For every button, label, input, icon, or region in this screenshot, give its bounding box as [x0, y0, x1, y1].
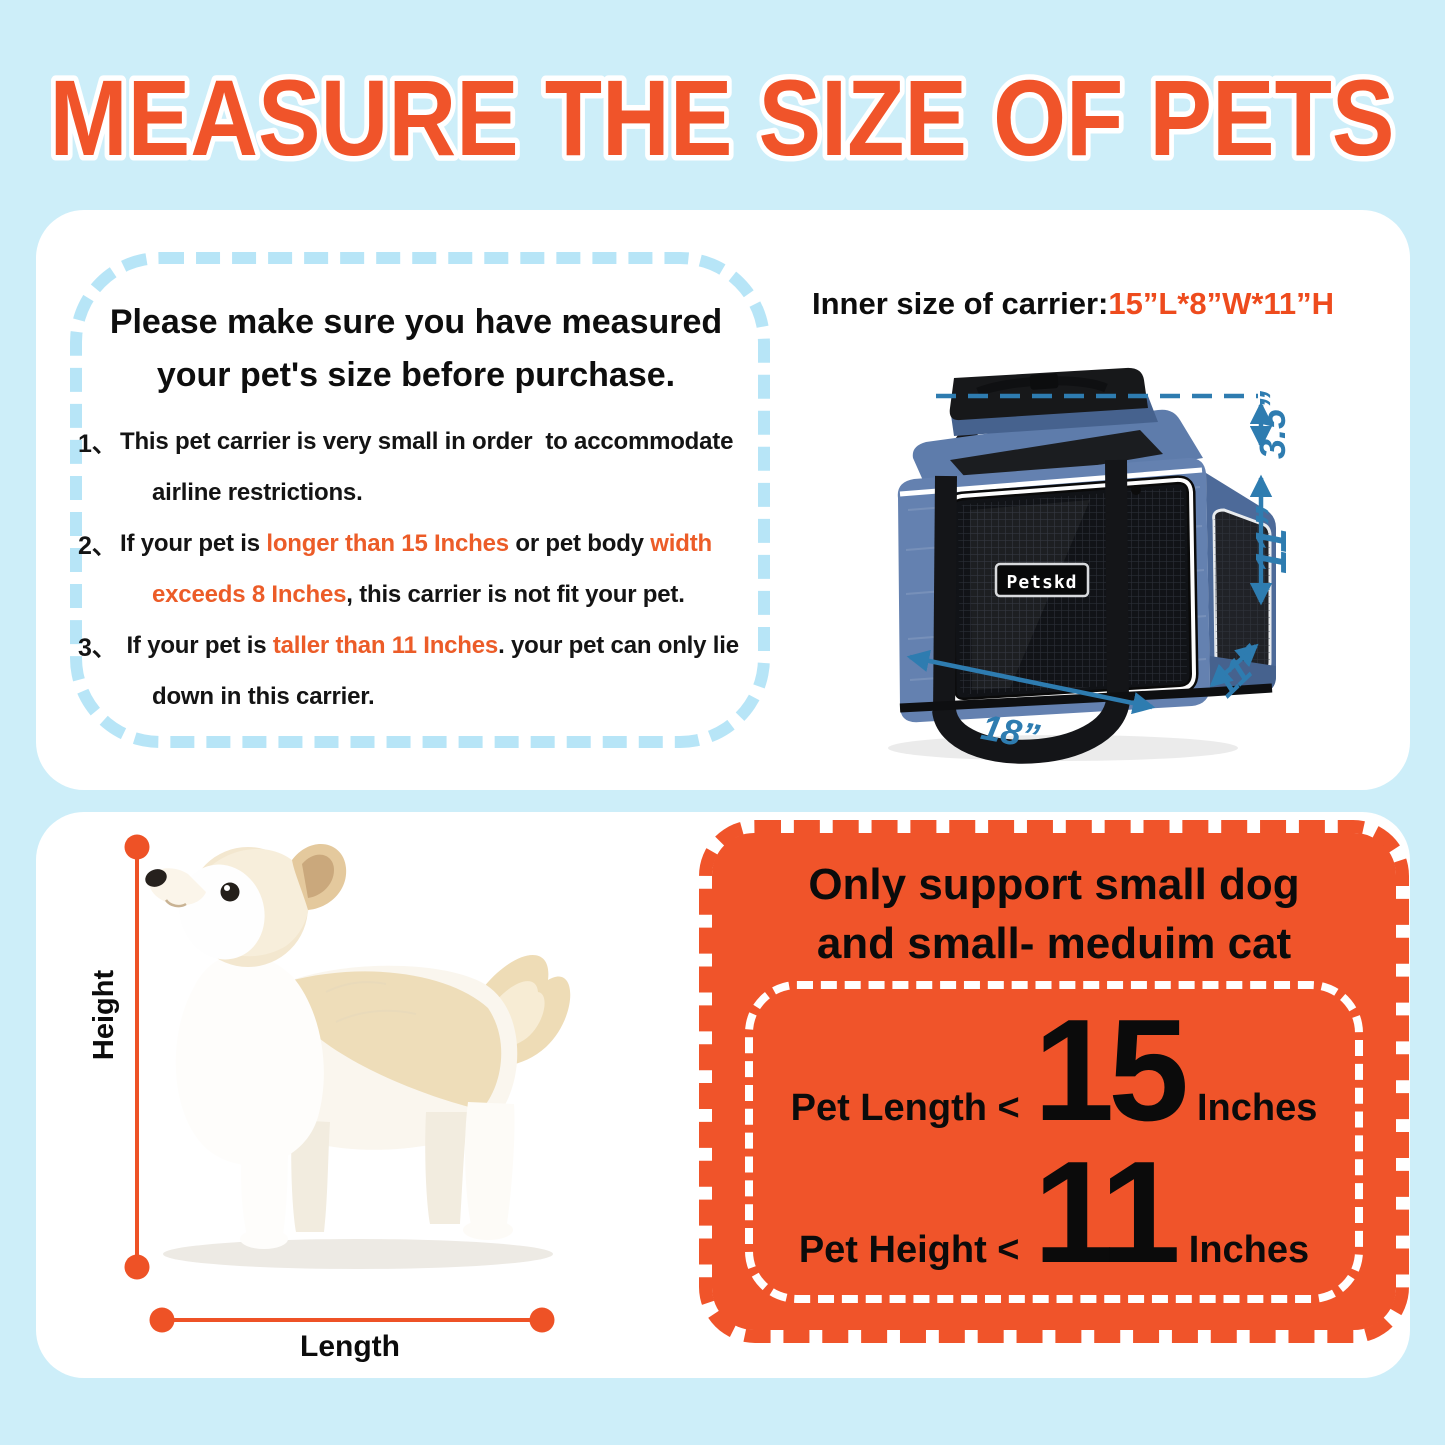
logo-patch [994, 562, 1090, 598]
length-measure-line [149, 1307, 555, 1333]
pet-length-label: Pet Length < [790, 1087, 1020, 1130]
height-measure-line [124, 834, 150, 1280]
inner-size-label: Inner size of carrier: [812, 286, 1109, 321]
list-text-highlight: width [650, 529, 712, 557]
pet-size-panel: Height Length Only support small dog and … [36, 812, 1410, 1378]
support-heading-line2: and small- meduim cat [816, 919, 1292, 968]
list-text: down in this carrier. [152, 682, 375, 710]
notice-dashed-border [70, 252, 770, 748]
list-number: 3、 [78, 633, 117, 662]
height-axis-label: Height [88, 969, 120, 1061]
length-axis-label: Length [300, 1330, 400, 1363]
pet-height-label: Pet Height < [798, 1228, 1020, 1271]
notice-heading-line1: Please make sure you have measured [109, 303, 723, 341]
list-text-highlight: longer than 15 Inches [266, 529, 509, 557]
list-text: If your pet is [120, 529, 267, 557]
list-text: . your pet can only lie [498, 631, 739, 659]
pet-height-value: 11 [1033, 1130, 1180, 1293]
support-info-box: Only support small dog and small- meduim … [699, 820, 1409, 1343]
notice-list: 1、 This pet carrier is very small in orde… [78, 416, 778, 722]
dog-illustration [145, 844, 571, 1269]
dimension-arrow-length [906, 649, 1156, 715]
list-item: 2、 If your pet is longer than 15 Inches o… [78, 518, 778, 569]
list-item-continuation: exceeds 8 Inches, this carrier is not fi… [78, 569, 778, 620]
list-number: 2、 [78, 531, 117, 560]
list-text: or pet body [508, 529, 651, 557]
list-text: airline restrictions. [152, 478, 363, 506]
pet-length-value: 15 [1033, 989, 1189, 1152]
list-text: This pet carrier is very small in order … [120, 427, 734, 455]
measure-notice-panel: Please make sure you have measured your p… [36, 210, 1410, 790]
support-limits-box: Pet Length < 15 Inches Pet Height < 11 I… [745, 981, 1363, 1303]
list-text: , this carrier is not fit your pet. [346, 580, 685, 608]
list-item: 3、 If your pet is taller than 11 Inches.… [78, 620, 778, 671]
list-item-continuation: down in this carrier. [78, 671, 778, 722]
dimension-label-height: 11” [1247, 506, 1296, 574]
list-text-highlight: taller than 11 Inches [272, 631, 499, 659]
dimension-label-3-5: 3.5” [1252, 391, 1293, 459]
pet-height-limit-row: Pet Height < 11 Inches [753, 1130, 1355, 1293]
pet-height-unit: Inches [1188, 1228, 1310, 1271]
dimension-arrow-depth [1209, 643, 1259, 688]
list-item: 1、 This pet carrier is very small in orde… [78, 416, 778, 467]
support-heading-line1: Only support small dog [808, 860, 1300, 909]
pet-length-unit: Inches [1196, 1087, 1318, 1130]
notice-heading-line2: your pet's size before purchase. [156, 356, 676, 394]
inner-size-value: 15”L*8”W*11”H [1108, 286, 1335, 321]
notice-heading: Please make sure you have measured your p… [76, 296, 756, 402]
support-heading: Only support small dog and small- meduim … [712, 833, 1396, 973]
list-text-highlight: exceeds 8 Inches [152, 580, 347, 608]
page-title: MEASURE THE SIZE OF PETS [50, 57, 1395, 178]
inner-size-caption: Inner size of carrier:15”L*8”W*11”H [812, 286, 1334, 322]
pet-length-limit-row: Pet Length < 15 Inches [753, 989, 1355, 1152]
carrier-photo: Petskd 3.5” 11” 11” 18” [888, 367, 1296, 764]
list-text: If your pet is [120, 631, 273, 659]
list-number: 1、 [78, 429, 117, 458]
page-title-art: MEASURE THE SIZE OF PETS [44, 52, 1400, 184]
carrier-logo-text: Petskd [1006, 572, 1077, 593]
dog-photo [145, 844, 571, 1269]
list-item-continuation: airline restrictions. [78, 467, 778, 518]
carrier-illustration: Petskd [888, 367, 1276, 764]
